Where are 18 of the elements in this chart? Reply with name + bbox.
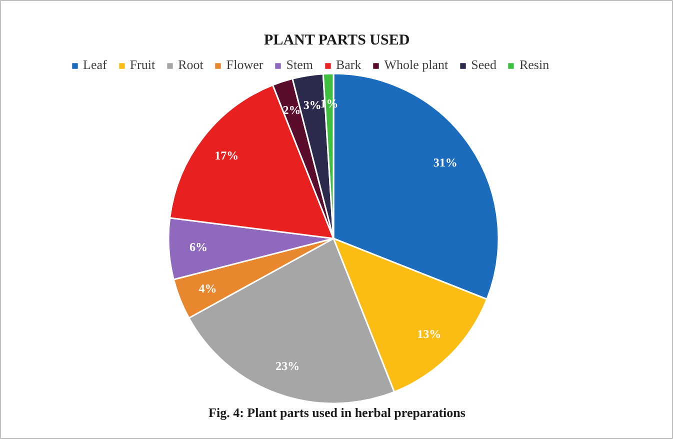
legend-label: Whole plant [384,57,448,73]
legend-label: Stem [286,57,313,73]
legend-label: Fruit [130,57,156,73]
legend-label: Bark [336,57,362,73]
legend-label: Flower [226,57,264,73]
data-label: 4% [198,281,217,296]
caption: Fig. 4: Plant parts used in herbal preparations [208,405,466,420]
data-label: 3% [303,98,322,112]
data-label: 13% [417,327,442,342]
data-label: 23% [276,358,300,373]
data-label: 6% [189,240,208,254]
data-label: 17% [214,148,239,163]
data-label: 31% [433,155,458,170]
legend-label: Leaf [83,57,107,73]
chart-title: PLANT PARTS USED [264,32,410,48]
legend-label: Seed [471,57,496,73]
legend-label: Resin [519,57,550,73]
legend-label: Root [178,57,204,73]
